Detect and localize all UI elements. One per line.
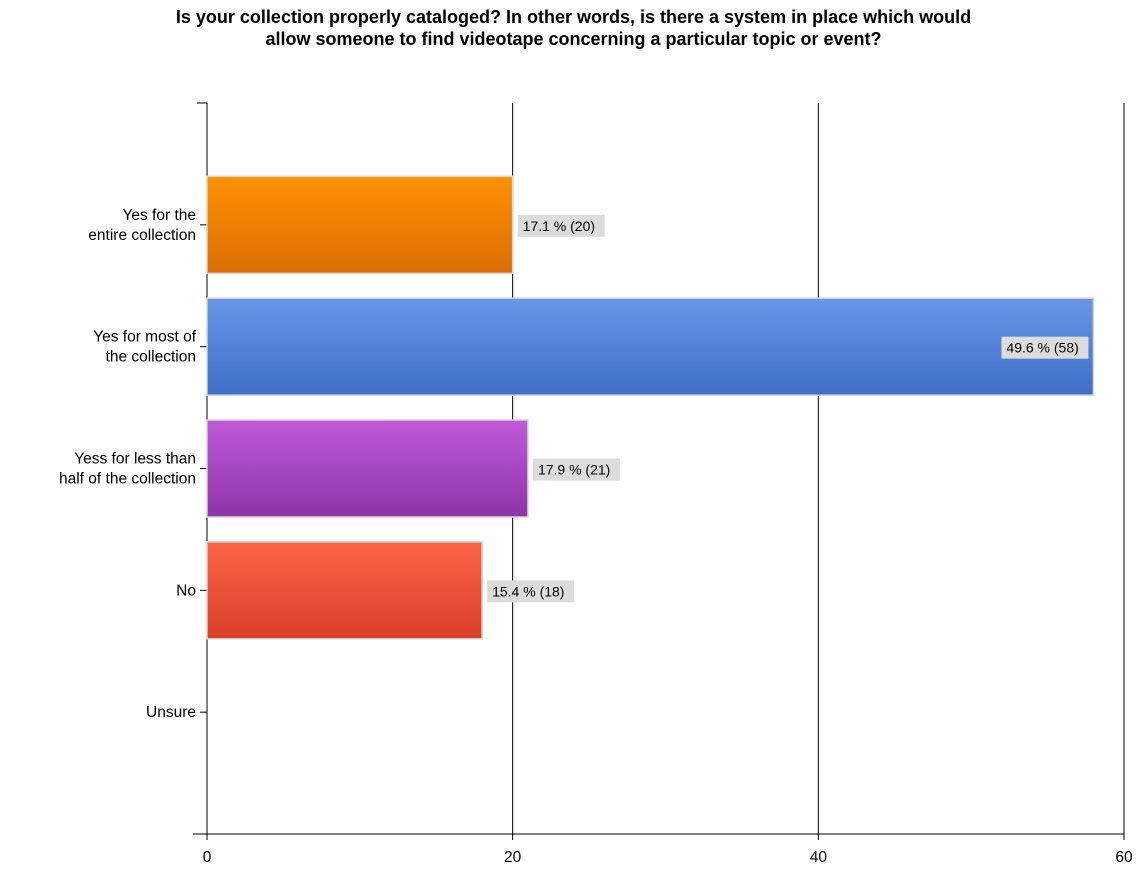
category-label-3: No [176, 582, 196, 599]
x-tick-label-60: 60 [1115, 849, 1133, 866]
chart-title-line-2: allow someone to find videotape concerni… [265, 29, 882, 49]
data-label-3: 15.4 % (18) [492, 583, 564, 599]
category-label-0: Yes for the entire collection [88, 207, 196, 244]
x-tick-label-40: 40 [810, 849, 828, 866]
x-tick-label-20: 20 [504, 849, 522, 866]
data-label-bg-2 [532, 458, 620, 481]
bar-3 [206, 541, 483, 640]
chart-title-line-1: Is your collection properly cataloged? I… [175, 7, 972, 27]
data-label-1: 49.6 % (58) [1006, 340, 1078, 356]
x-tick-label-0: 0 [203, 849, 212, 866]
category-label-2: Yess for less than half of the collection [59, 451, 196, 488]
data-label-bg-3 [487, 580, 575, 603]
bar-1 [206, 297, 1095, 396]
data-label-0: 17.1 % (20) [523, 218, 595, 234]
chart-title: Is your collection properly cataloged? I… [0, 6, 1147, 50]
data-label-bg-1 [1001, 336, 1089, 359]
category-label-1: Yes for most of the collection [93, 329, 197, 366]
bar-2 [206, 419, 529, 518]
bar-0 [206, 175, 514, 275]
category-label-4: Unsure [146, 704, 196, 721]
data-label-bg-0 [517, 214, 605, 237]
data-label-2: 17.9 % (21) [538, 462, 610, 478]
